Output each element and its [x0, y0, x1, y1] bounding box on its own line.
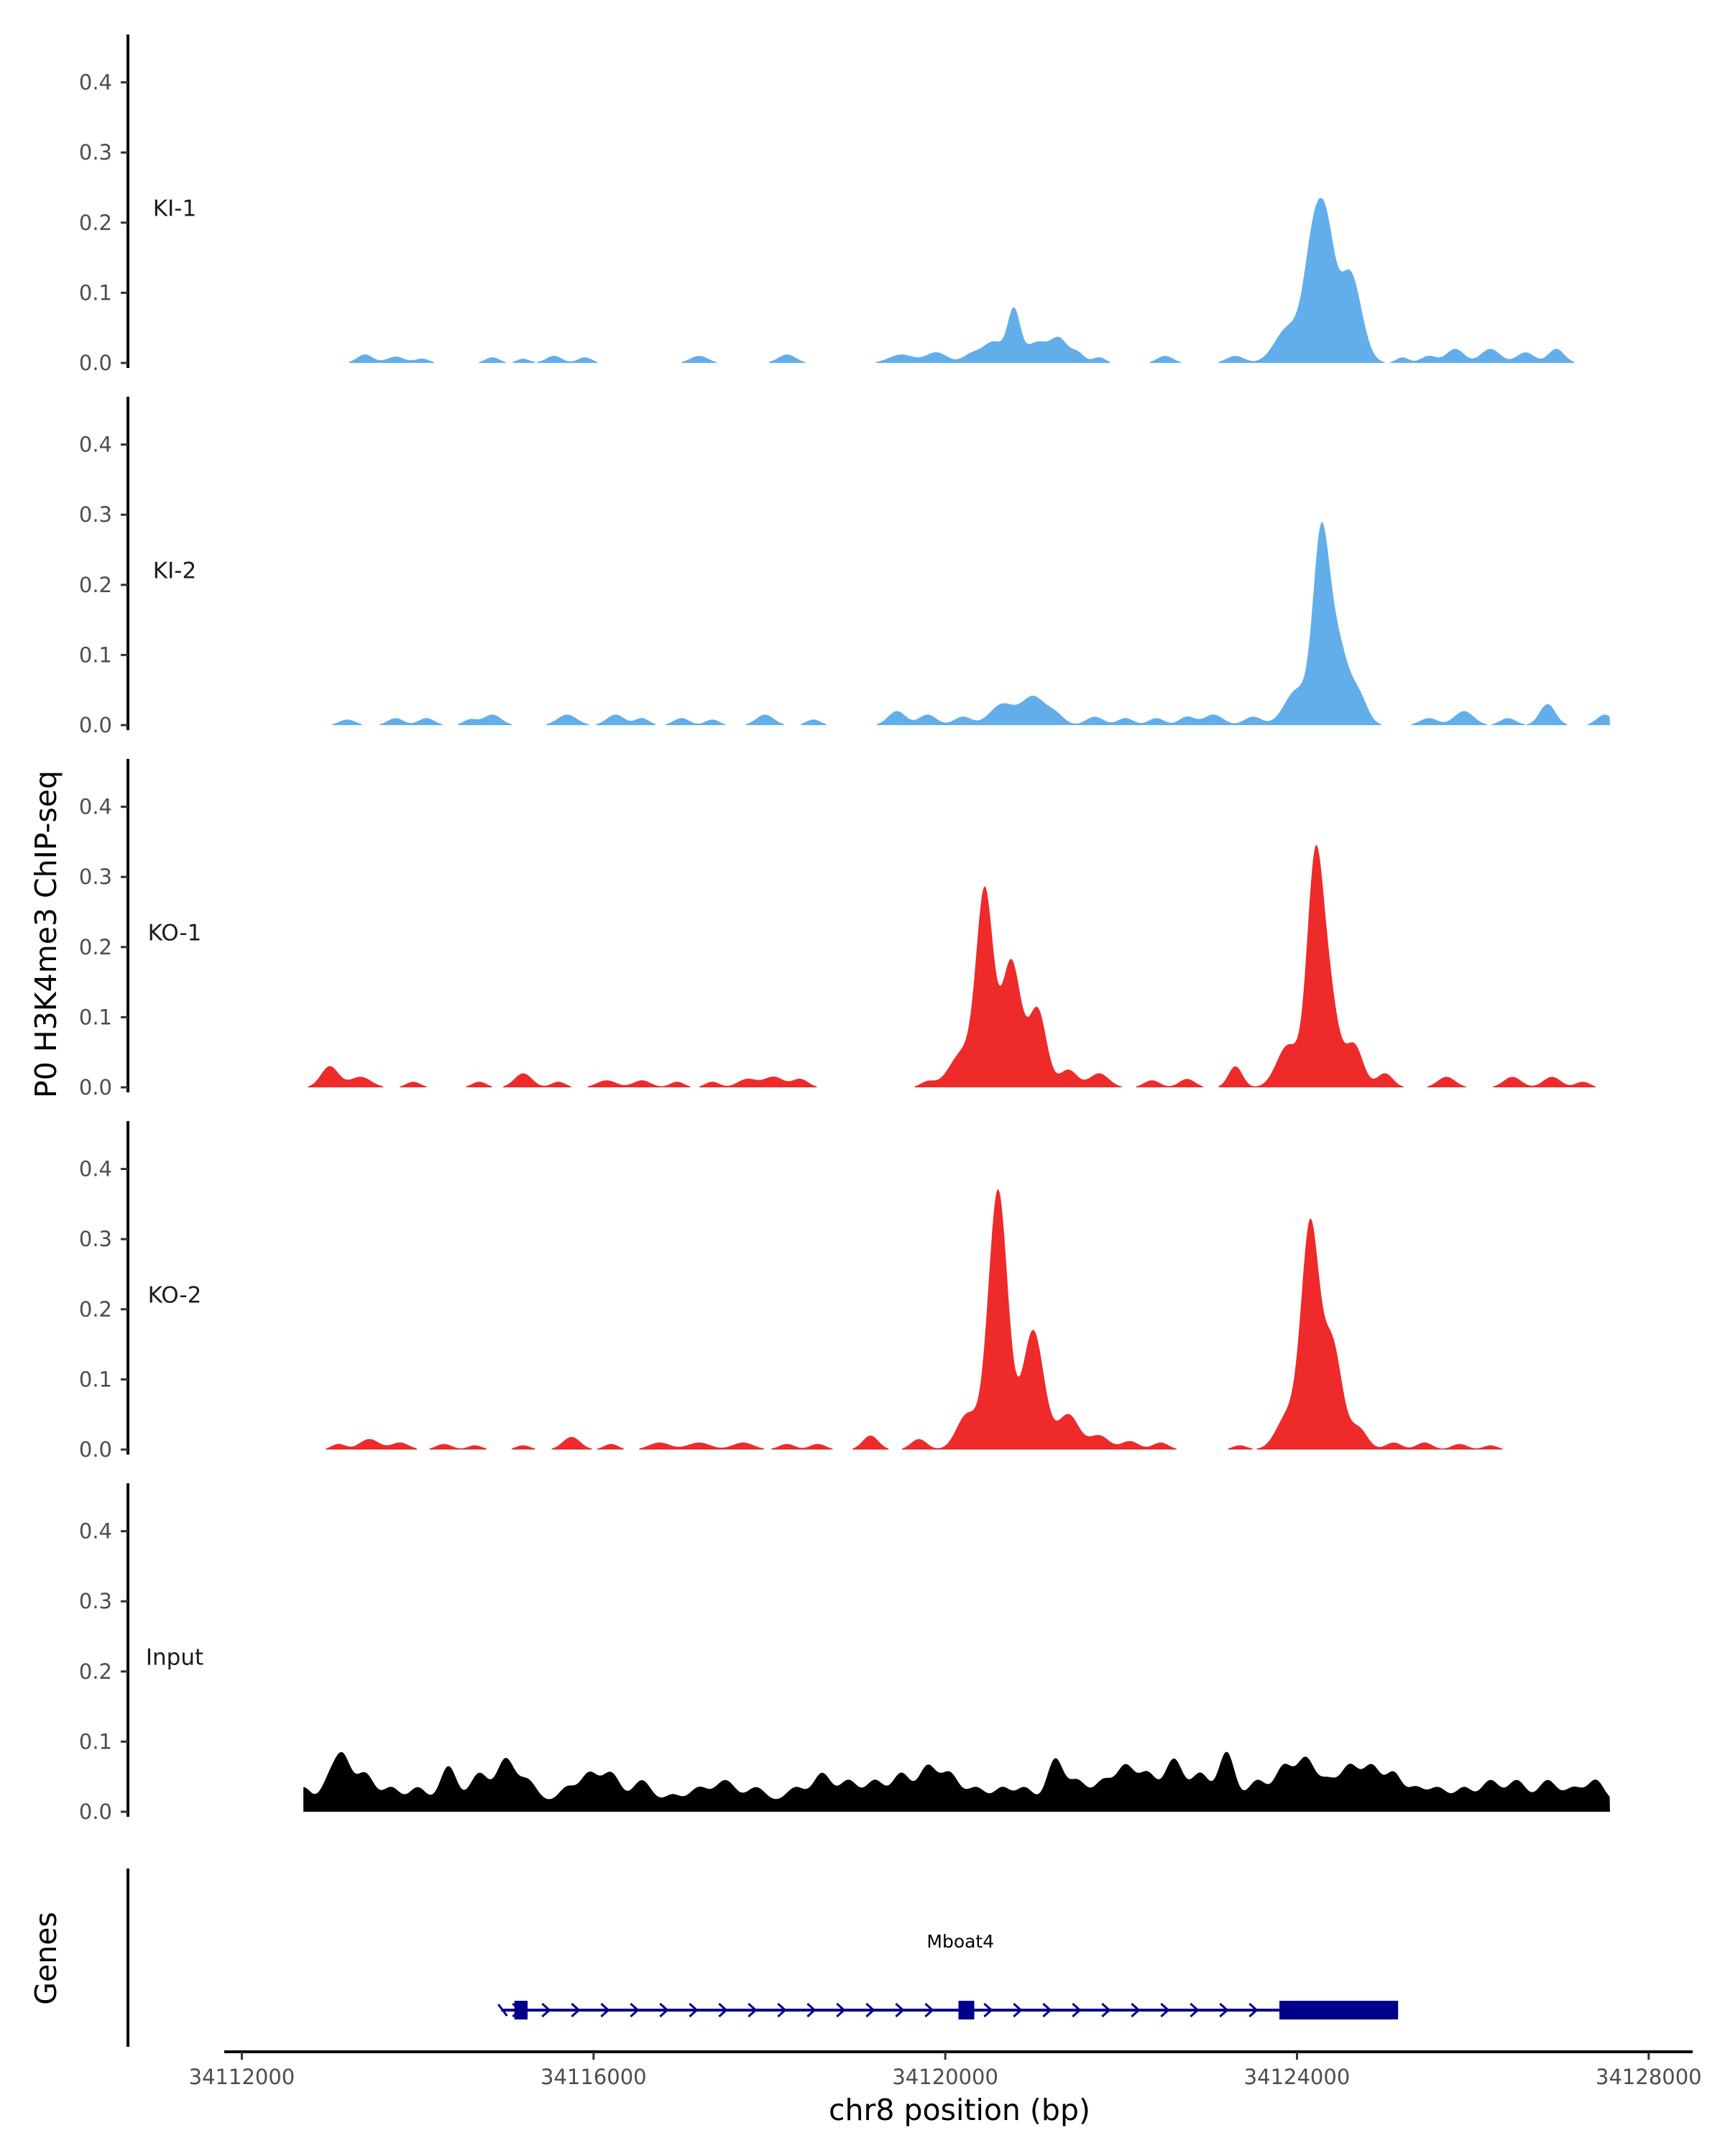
y-tick-label: 0.3 [79, 1589, 112, 1613]
gene-exon [514, 2001, 528, 2019]
y-tick-label: 0.2 [79, 211, 112, 235]
y-tick-label: 0.3 [79, 865, 112, 889]
strand-arrow [1042, 2002, 1052, 2018]
strand-arrow [718, 2002, 728, 2018]
gene-name-label: Mboat4 [926, 1931, 994, 1952]
gene-start-mark [497, 2004, 508, 2017]
y-axis-title: P0 H3K4me3 ChIP-seq [29, 770, 63, 1098]
x-tick-label: 34120000 [892, 2065, 998, 2089]
x-tick-label: 34124000 [1244, 2065, 1351, 2089]
strand-arrow [659, 2002, 669, 2018]
strand-arrow [836, 2002, 846, 2018]
strand-arrow [1219, 2002, 1229, 2018]
y-tick-label: 0.0 [79, 1075, 112, 1100]
track-ki-1: 0.0 0.1 0.2 0.3 0.4 KI-1 [79, 34, 1611, 375]
y-tick-label: 0.4 [79, 1519, 112, 1544]
x-axis-title: chr8 position (bp) [829, 2093, 1090, 2127]
y-tick-label: 0.0 [79, 713, 112, 737]
y-tick-label: 0.0 [79, 351, 112, 375]
strand-arrow [983, 2002, 993, 2018]
track-ki-2: 0.0 0.1 0.2 0.3 0.4 KI-2 [79, 397, 1611, 737]
strand-arrow [924, 2002, 934, 2018]
strand-arrow [689, 2002, 699, 2018]
strand-arrow [1160, 2002, 1170, 2018]
x-axis: 34112000 34116000 34120000 34124000 34128000 [189, 2050, 1702, 2089]
strand-arrow [541, 2002, 551, 2018]
strand-arrow [777, 2002, 787, 2018]
strand-arrow [748, 2002, 758, 2018]
y-tick-label: 0.4 [79, 1157, 112, 1181]
strand-arrow [895, 2002, 905, 2018]
strand-arrow [571, 2002, 581, 2018]
y-tick-label: 0.0 [79, 1800, 112, 1824]
chip-seq-tracks: 0.00.10.20.30.4KI-10.00.10.20.30.4KI-20.… [79, 34, 1611, 1824]
y-tick-label: 0.4 [79, 433, 112, 457]
strand-arrow [600, 2002, 610, 2018]
y-tick-label: 0.1 [79, 642, 112, 667]
y-tick-label: 0.4 [79, 70, 112, 95]
strand-arrow [1190, 2002, 1200, 2018]
y-tick-label: 0.2 [79, 935, 112, 959]
x-tick-label: 34128000 [1596, 2065, 1702, 2089]
y-tick-label: 0.0 [79, 1437, 112, 1462]
track-ko-1: 0.0 0.1 0.2 0.3 0.4 KO-1 [79, 759, 1611, 1100]
track-input: 0.0 0.1 0.2 0.3 0.4 Input [79, 1483, 1611, 1824]
strand-arrow [630, 2002, 640, 2018]
y-tick-label: 0.1 [79, 1005, 112, 1029]
signal-area-ki-1 [303, 198, 1611, 363]
gene-exon [958, 2001, 975, 2019]
genes-track-title: Genes [29, 1912, 63, 2005]
strand-arrow [865, 2002, 875, 2018]
x-tick-label: 34116000 [540, 2065, 647, 2089]
strand-arrow [1101, 2002, 1111, 2018]
gene-exon [1279, 2001, 1399, 2019]
y-tick-label: 0.1 [79, 1729, 112, 1754]
strand-arrow [1013, 2002, 1023, 2018]
track-ko-2: 0.0 0.1 0.2 0.3 0.4 KO-2 [79, 1121, 1611, 1462]
strand-arrow [806, 2002, 816, 2018]
strand-arrow [1072, 2002, 1082, 2018]
track-label: KI-1 [153, 195, 196, 221]
y-tick-label: 0.3 [79, 1227, 112, 1251]
y-tick-label: 0.3 [79, 502, 112, 527]
strand-arrow [1131, 2002, 1141, 2018]
strand-arrow [1248, 2002, 1259, 2018]
signal-area-input [303, 1751, 1611, 1812]
y-tick-label: 0.3 [79, 140, 112, 165]
track-label: KO-2 [148, 1282, 202, 1308]
y-tick-label: 0.2 [79, 573, 112, 597]
track-label: KI-2 [153, 558, 196, 584]
y-tick-label: 0.2 [79, 1297, 112, 1322]
y-tick-label: 0.4 [79, 795, 112, 819]
x-tick-label: 34112000 [189, 2065, 295, 2089]
y-tick-label: 0.2 [79, 1659, 112, 1684]
y-tick-label: 0.1 [79, 1367, 112, 1391]
y-tick-label: 0.1 [79, 280, 112, 305]
track-label: Input [146, 1644, 203, 1670]
genes-track: Mboat4 [126, 1869, 1399, 2047]
track-label: KO-1 [148, 920, 202, 946]
